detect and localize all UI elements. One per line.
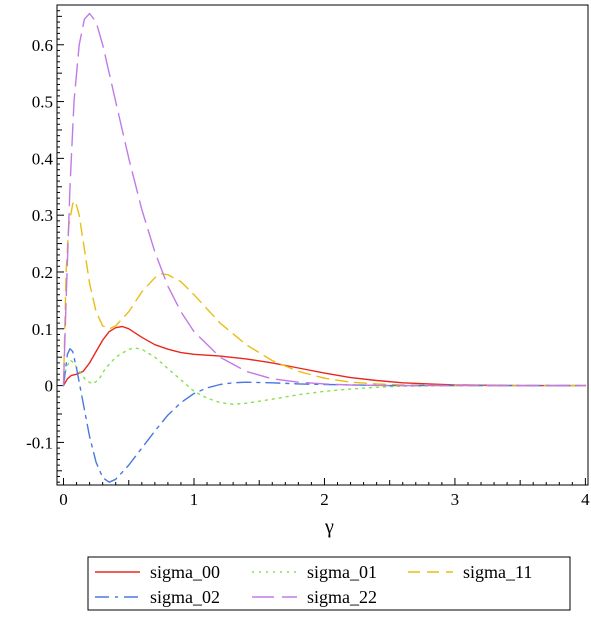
- legend-label: sigma_02: [150, 587, 220, 607]
- legend-label: sigma_22: [307, 587, 377, 607]
- y-tick-label: 0.5: [32, 93, 53, 112]
- x-tick-label: 3: [451, 490, 460, 509]
- x-axis: 0 1 2 3 4: [59, 478, 590, 509]
- x-tick-label: 2: [320, 490, 329, 509]
- y-tick-label: 0.6: [32, 36, 53, 55]
- series-layer: [62, 12, 587, 483]
- series-line-sigma-02: [62, 348, 587, 483]
- y-tick-label: 0.4: [32, 149, 54, 168]
- y-tick-label: -0.1: [26, 433, 53, 452]
- series-line-sigma-11: [62, 200, 587, 387]
- series-line-sigma-01: [62, 347, 587, 405]
- x-axis-title: γ: [324, 516, 334, 538]
- legend-frame: [87, 556, 571, 611]
- y-tick-label: 0.1: [32, 320, 53, 339]
- legend: sigma_00 sigma_01 sigma_11 sigma_02 sigma_22: [87, 556, 571, 611]
- y-axis: -0.1 0 0.1 0.2 0.3 0.4 0.5 0.6: [26, 10, 64, 483]
- legend-label: sigma_01: [307, 562, 377, 582]
- x-tick-label: 0: [59, 490, 68, 509]
- y-tick-label: 0.3: [32, 206, 53, 225]
- y-tick-label: 0.2: [32, 263, 53, 282]
- x-tick-label: 1: [190, 490, 199, 509]
- series-line-sigma-22: [62, 12, 587, 387]
- x-tick-label: 4: [581, 490, 590, 509]
- series-line-sigma-00: [62, 325, 587, 387]
- legend-label: sigma_00: [150, 562, 220, 582]
- y-tick-label: 0: [45, 377, 54, 396]
- legend-label: sigma_11: [463, 562, 532, 582]
- plot-area: [56, 4, 589, 486]
- plot-frame: [56, 4, 589, 486]
